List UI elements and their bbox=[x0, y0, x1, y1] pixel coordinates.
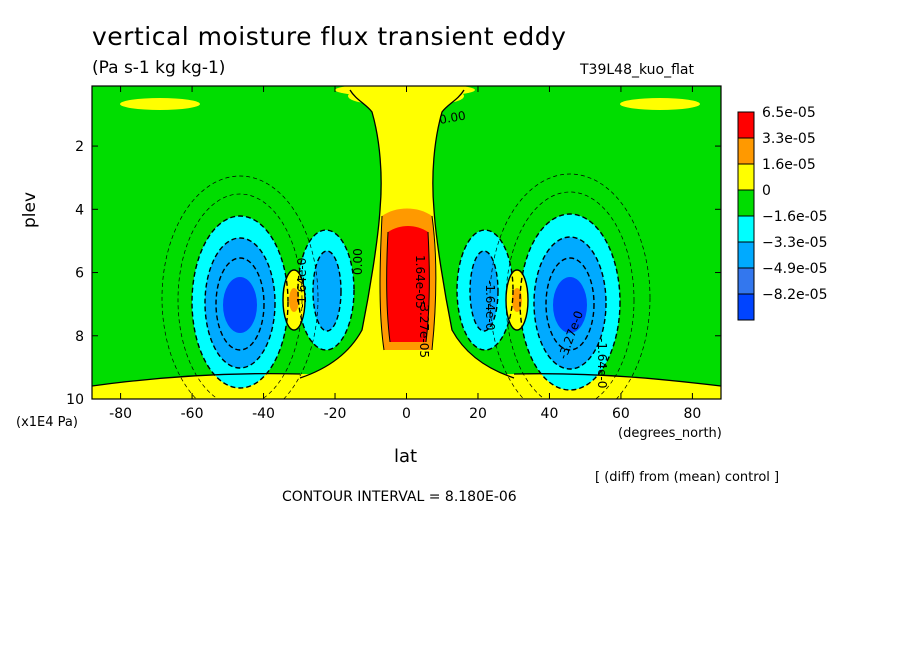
colorbar-label: 0 bbox=[762, 183, 771, 199]
colorbar-swatch bbox=[737, 189, 755, 217]
contour-line bbox=[191, 215, 289, 389]
contour-line bbox=[489, 173, 651, 399]
colorbar-swatch bbox=[737, 241, 755, 269]
footnote: [ (diff) from (mean) control ] bbox=[595, 470, 780, 485]
contour-line bbox=[456, 229, 514, 351]
contour-interval: CONTOUR INTERVAL = 8.180E-06 bbox=[282, 489, 517, 505]
chart-units: (Pa s-1 kg kg-1) bbox=[92, 58, 226, 78]
colorbar-swatch bbox=[737, 215, 755, 243]
y-tick-label: 4 bbox=[75, 202, 84, 218]
x-tick-label: -60 bbox=[181, 406, 204, 422]
y-axis-units: (x1E4 Pa) bbox=[16, 415, 78, 430]
run-label: T39L48_kuo_flat bbox=[580, 62, 694, 78]
x-tick-label: -20 bbox=[324, 406, 347, 422]
colorbar-label: 1.6e-05 bbox=[762, 157, 816, 173]
nh-negative-deepblue bbox=[553, 277, 587, 333]
contour-line bbox=[519, 213, 621, 391]
colorbar-label: 3.3e-05 bbox=[762, 131, 816, 147]
sh-negative-deepblue bbox=[223, 277, 257, 333]
contour-label: 0.00 bbox=[351, 248, 365, 275]
contour-line bbox=[92, 372, 721, 387]
upper-positive-patch bbox=[120, 98, 200, 110]
y-axis-label: plev bbox=[20, 191, 40, 228]
contour-line bbox=[533, 236, 607, 370]
contour-line bbox=[204, 237, 276, 369]
contour-label: 0.00 bbox=[438, 109, 467, 127]
colorbar-swatch bbox=[737, 137, 755, 165]
contour-label: -3.27e-05 bbox=[417, 300, 431, 358]
contour-line bbox=[545, 257, 595, 351]
x-tick-label: -80 bbox=[109, 406, 132, 422]
x-axis-label: lat bbox=[394, 446, 418, 467]
contour-label: 1.64e-05 bbox=[413, 255, 427, 309]
contour-line bbox=[469, 250, 499, 332]
contour-line bbox=[312, 250, 342, 332]
x-tick-label: 60 bbox=[612, 406, 630, 422]
y-tick-label: 10 bbox=[66, 392, 84, 408]
x-tick-label: 80 bbox=[683, 406, 701, 422]
colorbar-swatch bbox=[737, 163, 755, 191]
contour-line bbox=[282, 269, 306, 331]
x-axis-units: (degrees_north) bbox=[618, 426, 722, 441]
upper-positive-patch bbox=[620, 98, 700, 110]
x-tick-label: -40 bbox=[252, 406, 275, 422]
x-tick-label: 0 bbox=[402, 406, 411, 422]
contour-label: -1.64e-0 bbox=[595, 338, 609, 388]
contour-label: -1.64e-0 bbox=[483, 280, 497, 330]
sh-inner-negative-blue bbox=[313, 251, 341, 331]
contour-line bbox=[505, 269, 529, 331]
colorbar-label: −4.9e-05 bbox=[762, 261, 827, 277]
colorbar-label: −8.2e-05 bbox=[762, 287, 827, 303]
contour-line bbox=[177, 193, 303, 399]
x-tick-label: 20 bbox=[469, 406, 487, 422]
chart-title: vertical moisture flux transient eddy bbox=[92, 22, 567, 51]
colorbar-label: −3.3e-05 bbox=[762, 235, 827, 251]
tropical-core-red bbox=[386, 226, 430, 342]
contour-line bbox=[297, 229, 355, 351]
colorbar-swatch bbox=[737, 111, 755, 139]
contour-line bbox=[379, 215, 437, 351]
upper-positive-patch bbox=[335, 86, 475, 97]
y-tick-label: 2 bbox=[75, 139, 84, 155]
sh-small-positive-core bbox=[289, 288, 299, 312]
nh-inner-negative-blue bbox=[470, 251, 498, 331]
x-tick-label: 40 bbox=[541, 406, 559, 422]
colorbar-swatch bbox=[737, 293, 755, 321]
contour-label: -1.64e-0 bbox=[295, 258, 309, 308]
contour-line bbox=[299, 89, 515, 379]
colorbar-label: −1.6e-05 bbox=[762, 209, 827, 225]
contour-line bbox=[161, 175, 319, 399]
colorbar-swatch bbox=[737, 267, 755, 295]
colorbar-label: 6.5e-05 bbox=[762, 105, 816, 121]
contour-line bbox=[215, 257, 265, 351]
y-tick-label: 6 bbox=[75, 266, 84, 282]
y-tick-label: 8 bbox=[75, 329, 84, 345]
